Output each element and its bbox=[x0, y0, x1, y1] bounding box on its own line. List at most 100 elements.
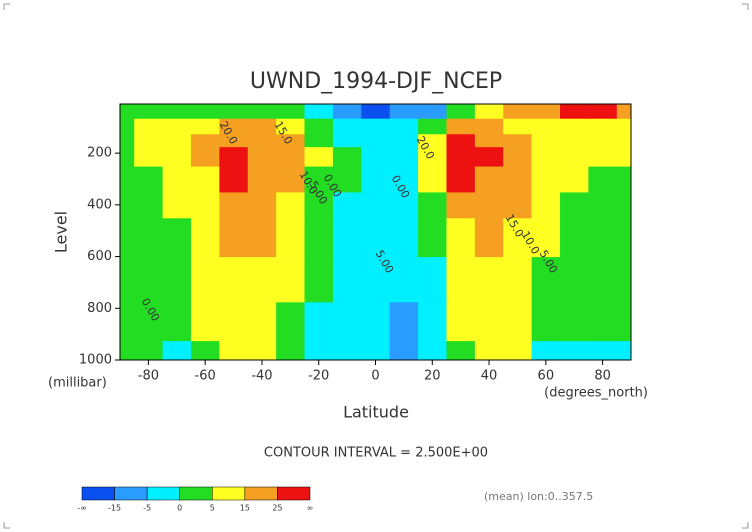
contour-cell bbox=[616, 301, 632, 342]
contour-cell bbox=[531, 256, 561, 303]
contour-cell bbox=[304, 217, 334, 258]
x-tick-label: 0 bbox=[371, 369, 379, 384]
contour-cell bbox=[247, 340, 277, 361]
colorbar-label: ∞ bbox=[307, 504, 314, 513]
contour-cell bbox=[474, 133, 504, 148]
contour-cell bbox=[531, 340, 561, 361]
y-tick-label: 600 bbox=[87, 249, 112, 264]
contour-cell bbox=[361, 340, 391, 361]
contour-cell bbox=[134, 166, 164, 193]
contour-cell bbox=[389, 166, 419, 193]
contour-cell bbox=[304, 301, 334, 342]
contour-cell bbox=[332, 166, 362, 193]
contour-cell bbox=[219, 118, 249, 135]
contour-cell bbox=[162, 118, 192, 135]
contour-cell bbox=[304, 133, 334, 148]
y-tick-label: 1000 bbox=[79, 353, 112, 368]
contour-cell bbox=[304, 118, 334, 135]
contour-cell bbox=[120, 166, 135, 193]
contour-cell bbox=[276, 166, 306, 193]
contour-cell bbox=[446, 118, 476, 135]
contour-cell bbox=[162, 256, 192, 303]
contour-cell bbox=[560, 166, 589, 193]
contour-cell bbox=[361, 118, 391, 135]
contour-cell bbox=[247, 256, 277, 303]
contour-cell bbox=[219, 133, 249, 148]
colorbar-label: -15 bbox=[108, 504, 121, 513]
contour-cell bbox=[219, 146, 249, 167]
contour-cell bbox=[190, 191, 220, 219]
contour-cell bbox=[560, 104, 589, 119]
contour-cell bbox=[276, 256, 306, 303]
contour-cell bbox=[616, 217, 632, 258]
contour-cell bbox=[616, 133, 632, 148]
contour-cell bbox=[389, 256, 419, 303]
x-tick-label: -20 bbox=[308, 369, 329, 384]
contour-cell bbox=[446, 166, 476, 193]
contour-cell bbox=[503, 104, 533, 119]
contour-cell bbox=[503, 118, 533, 135]
contour-cell bbox=[560, 301, 589, 342]
contour-cell bbox=[190, 146, 220, 167]
contour-cell bbox=[531, 217, 561, 258]
x-tick-label: 20 bbox=[424, 369, 441, 384]
y-tick-label: 800 bbox=[87, 301, 112, 316]
contour-cell bbox=[560, 146, 589, 167]
contour-cell bbox=[616, 340, 632, 361]
y-axis-unit: (millibar) bbox=[48, 376, 107, 391]
contour-cell bbox=[474, 256, 504, 303]
colorbar-swatch bbox=[146, 486, 180, 501]
contour-cell bbox=[531, 146, 561, 167]
contour-cell bbox=[361, 133, 391, 148]
contour-cell bbox=[446, 217, 476, 258]
contour-cell bbox=[389, 118, 419, 135]
contour-cell bbox=[474, 118, 504, 135]
contour-cell bbox=[531, 191, 561, 219]
contour-cell bbox=[588, 104, 618, 119]
contour-cell bbox=[304, 191, 334, 219]
contour-cell bbox=[361, 146, 391, 167]
contour-cell bbox=[120, 104, 135, 119]
contour-cell bbox=[418, 118, 447, 135]
contour-cell bbox=[446, 191, 476, 219]
contour-cell bbox=[134, 256, 164, 303]
contour-cell bbox=[361, 217, 391, 258]
contour-cell bbox=[588, 340, 618, 361]
contour-cell bbox=[418, 340, 447, 361]
contour-cell bbox=[361, 166, 391, 193]
contour-cell bbox=[247, 301, 277, 342]
contour-cell bbox=[446, 133, 476, 148]
contour-cell bbox=[389, 104, 419, 119]
contour-cell bbox=[162, 301, 192, 342]
contour-cell bbox=[332, 118, 362, 135]
contour-cell bbox=[361, 191, 391, 219]
contour-cell bbox=[418, 166, 447, 193]
contour-cell bbox=[531, 133, 561, 148]
contour-cell bbox=[190, 217, 220, 258]
contour-cell bbox=[304, 256, 334, 303]
contour-cell bbox=[616, 118, 632, 135]
contour-cell bbox=[219, 166, 249, 193]
contour-cell bbox=[616, 166, 632, 193]
contour-cell bbox=[190, 118, 220, 135]
contour-cell bbox=[588, 256, 618, 303]
contour-cell bbox=[304, 166, 334, 193]
contour-cell bbox=[304, 104, 334, 119]
contour-cell bbox=[276, 104, 306, 119]
contour-cell bbox=[332, 104, 362, 119]
contour-cell bbox=[503, 301, 533, 342]
contour-cell bbox=[247, 166, 277, 193]
contour-cell bbox=[446, 301, 476, 342]
contour-cell bbox=[332, 256, 362, 303]
contour-cell bbox=[190, 166, 220, 193]
x-tick-label: 60 bbox=[538, 369, 555, 384]
contour-cell bbox=[332, 217, 362, 258]
contour-cell bbox=[503, 191, 533, 219]
contour-cell bbox=[162, 133, 192, 148]
contour-cell bbox=[503, 340, 533, 361]
contour-cell bbox=[389, 191, 419, 219]
contour-cell bbox=[588, 133, 618, 148]
contour-cell bbox=[531, 301, 561, 342]
colorbar-label: -∞ bbox=[77, 504, 87, 513]
